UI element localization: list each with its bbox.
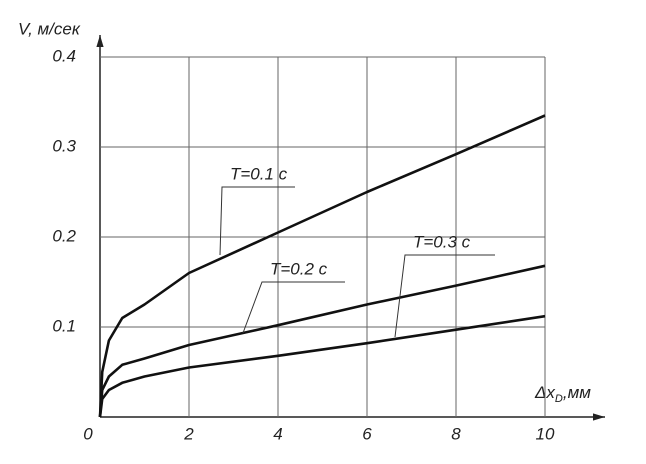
x-label-sub: D bbox=[555, 393, 563, 405]
y-tick-label: 0.3 bbox=[52, 136, 76, 155]
x-tick-label: 6 bbox=[362, 424, 372, 443]
y-tick-label: 0.2 bbox=[52, 226, 76, 245]
series-line bbox=[98, 264, 546, 418]
x-tick-label: 10 bbox=[536, 424, 555, 443]
leader-line bbox=[242, 281, 345, 334]
y-axis-label: V, м/сек bbox=[18, 19, 81, 38]
series-label: T=0.3 с bbox=[413, 232, 471, 251]
leader-line bbox=[219, 186, 295, 256]
x-tick-label: 0 bbox=[83, 424, 93, 443]
series-label: T=0.2 с bbox=[270, 259, 328, 278]
x-label-unit: ,мм bbox=[563, 383, 591, 402]
x-tick-label: 8 bbox=[451, 424, 461, 443]
series-line bbox=[98, 114, 546, 418]
y-tick-label: 0.4 bbox=[52, 46, 76, 65]
series-line bbox=[98, 314, 546, 418]
x-axis-label: ΔxD,мм bbox=[534, 383, 591, 404]
y-tick-label: 0.1 bbox=[52, 316, 76, 335]
x-tick-label: 4 bbox=[273, 424, 282, 443]
x-tick-label: 2 bbox=[183, 424, 194, 443]
leader-line bbox=[394, 254, 495, 338]
series-label: T=0.1 с bbox=[230, 164, 288, 183]
